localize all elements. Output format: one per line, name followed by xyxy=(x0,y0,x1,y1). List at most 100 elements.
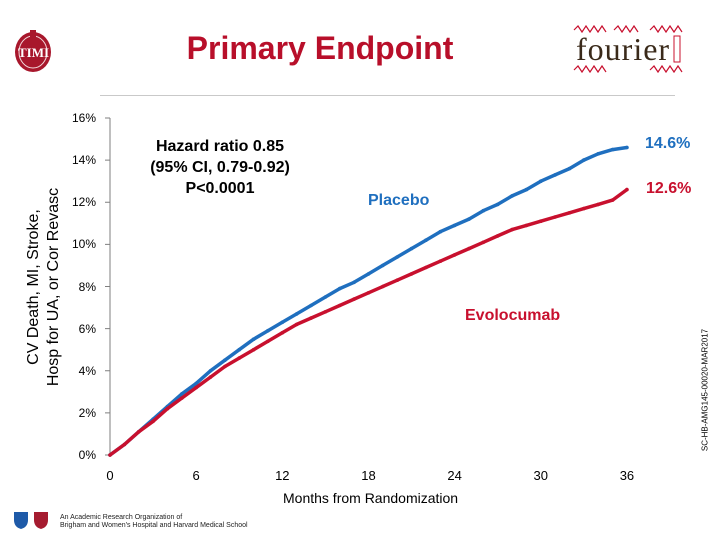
footer-org-line2: Brigham and Women's Hospital and Harvard… xyxy=(60,522,248,529)
data-point-evolocumab xyxy=(510,227,514,232)
data-point-evolocumab xyxy=(366,291,371,295)
data-point-evolocumab xyxy=(237,356,241,360)
page-title: Primary Endpoint xyxy=(186,30,454,66)
data-point-evolocumab xyxy=(266,339,270,344)
data-point-placebo xyxy=(409,246,414,251)
header-divider xyxy=(100,95,675,96)
data-point-placebo xyxy=(337,286,342,291)
data-point-evolocumab xyxy=(610,198,615,202)
data-point-evolocumab xyxy=(481,240,486,245)
data-point-evolocumab xyxy=(438,259,443,264)
y-tick-label: 6% xyxy=(78,321,96,336)
timi-logo: TIMI xyxy=(12,28,54,74)
data-point-evolocumab xyxy=(596,202,600,207)
y-tick-label: 12% xyxy=(71,195,96,210)
data-point-evolocumab xyxy=(180,396,184,400)
data-point-placebo xyxy=(524,187,529,192)
data-point-placebo xyxy=(481,208,486,213)
y-tick-label: 2% xyxy=(78,405,96,420)
x-tick-label: 30 xyxy=(533,468,548,483)
data-point-placebo xyxy=(539,179,543,183)
data-point-placebo xyxy=(553,173,557,177)
data-point-placebo xyxy=(424,238,428,242)
data-point-evolocumab xyxy=(567,211,572,215)
data-point-placebo xyxy=(596,152,600,156)
series-label-placebo: Placebo xyxy=(368,192,430,209)
document-code-text: SC-HB-AMG145-00020-MAR2017 xyxy=(700,328,710,452)
data-point-evolocumab xyxy=(323,310,328,314)
data-point-placebo xyxy=(180,392,184,396)
data-point-placebo xyxy=(452,223,457,228)
data-point-evolocumab xyxy=(381,284,385,289)
data-point-evolocumab xyxy=(208,375,213,379)
x-tick-label: 18 xyxy=(361,468,376,483)
data-point-evolocumab xyxy=(151,419,155,424)
data-point-placebo xyxy=(194,381,198,386)
y-tick-label: 4% xyxy=(78,363,96,378)
data-point-evolocumab xyxy=(309,316,313,320)
data-point-evolocumab xyxy=(108,453,112,457)
x-tick-label: 36 xyxy=(619,468,635,483)
data-point-placebo xyxy=(280,320,285,325)
data-point-placebo xyxy=(510,194,514,198)
fourier-logo-text: fourier xyxy=(576,31,671,67)
footer-shields xyxy=(12,510,52,530)
placebo-end-value: 14.6% xyxy=(645,135,691,152)
timi-logo-text: TIMI xyxy=(18,45,50,60)
data-point-placebo xyxy=(223,358,227,363)
data-point-placebo xyxy=(309,303,313,308)
data-point-placebo xyxy=(381,263,385,268)
data-point-evolocumab xyxy=(352,297,356,301)
data-point-placebo xyxy=(467,217,471,221)
data-point-evolocumab xyxy=(553,215,557,219)
data-point-placebo xyxy=(438,229,443,234)
data-point-placebo xyxy=(495,202,500,207)
y-tick-label: 8% xyxy=(78,279,96,294)
x-tick-label: 24 xyxy=(447,468,462,483)
chart-axes xyxy=(105,117,111,456)
data-point-evolocumab xyxy=(495,234,500,238)
data-point-evolocumab xyxy=(582,206,586,211)
data-point-evolocumab xyxy=(337,303,342,308)
data-point-placebo xyxy=(294,312,299,316)
evolocumab-end-value: 12.6% xyxy=(646,180,692,197)
y-tick-label: 14% xyxy=(71,153,96,168)
data-point-placebo xyxy=(266,328,270,333)
hazard-ratio-annotation: Hazard ratio 0.85 (95% CI, 0.79-0.92) P<… xyxy=(120,136,320,199)
data-point-evolocumab xyxy=(452,253,457,257)
data-point-placebo xyxy=(395,255,400,259)
data-point-evolocumab xyxy=(467,246,471,251)
data-point-evolocumab xyxy=(424,265,428,270)
data-point-evolocumab xyxy=(194,385,198,390)
data-point-placebo xyxy=(352,280,356,285)
p-value-line: P<0.0001 xyxy=(185,180,255,197)
data-point-placebo xyxy=(567,166,572,171)
data-point-evolocumab xyxy=(524,223,529,228)
data-point-placebo xyxy=(208,369,213,373)
data-point-placebo xyxy=(251,337,256,342)
data-point-placebo xyxy=(582,158,586,162)
data-point-evolocumab xyxy=(165,406,170,411)
y-axis-label-line1: CV Death, MI, Stroke, xyxy=(25,209,42,365)
data-point-evolocumab xyxy=(409,272,414,276)
y-tick-label: 0% xyxy=(78,448,96,462)
chart-series xyxy=(108,145,629,457)
data-point-placebo xyxy=(237,347,241,352)
footer-org-line1: An Academic Research Organization of xyxy=(60,514,183,521)
data-point-evolocumab xyxy=(395,278,400,283)
data-point-evolocumab xyxy=(539,219,543,223)
data-point-placebo xyxy=(610,147,615,152)
data-point-evolocumab xyxy=(223,364,227,369)
footer-organization: An Academic Research Organization of Bri… xyxy=(60,514,248,530)
x-axis-label: Months from Randomization xyxy=(283,490,459,506)
y-tick-label: 16% xyxy=(71,111,96,125)
data-point-placebo xyxy=(323,295,328,299)
data-point-placebo xyxy=(366,272,371,276)
x-tick-label: 12 xyxy=(275,468,290,483)
fourier-logo: fourier xyxy=(566,22,694,78)
series-label-evolocumab: Evolocumab xyxy=(465,307,561,324)
x-tick-label: 0 xyxy=(106,468,114,483)
data-point-evolocumab xyxy=(294,322,299,327)
confidence-interval-line: (95% CI, 0.79-0.92) xyxy=(150,159,290,176)
